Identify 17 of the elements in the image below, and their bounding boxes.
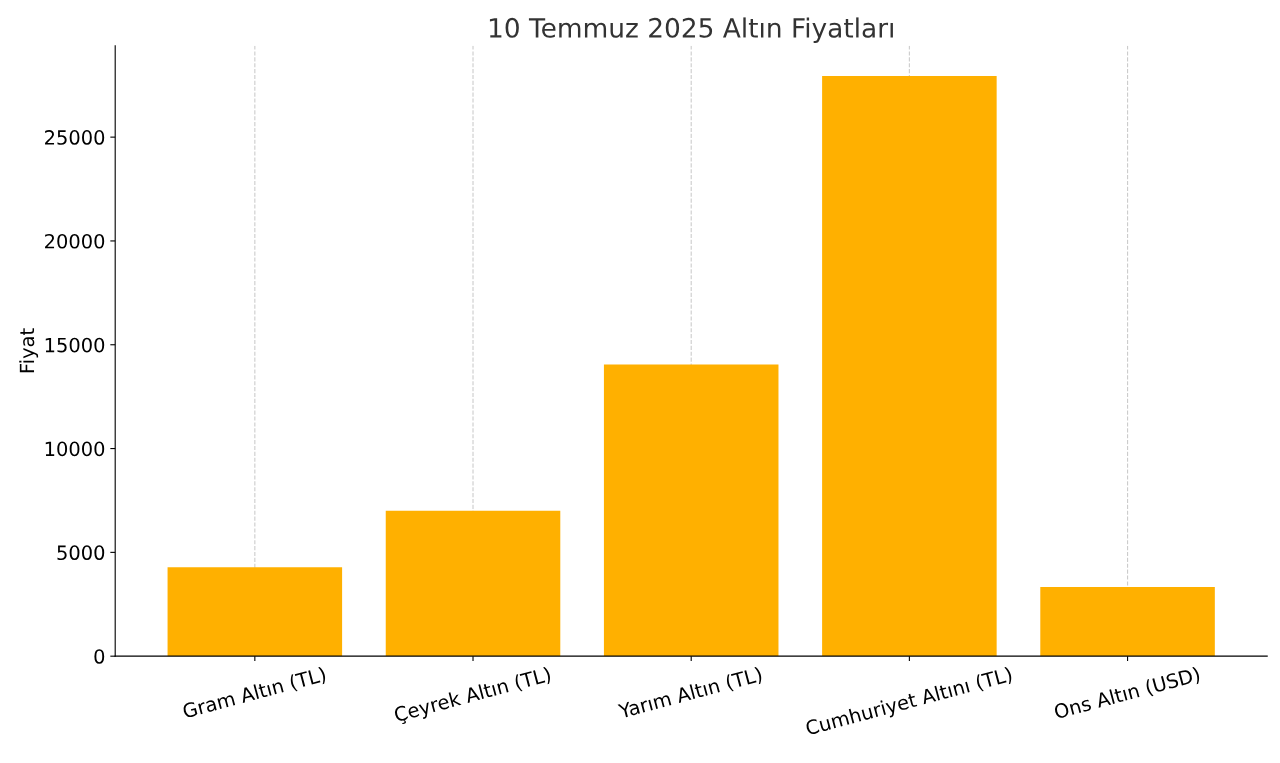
bar bbox=[167, 567, 343, 657]
chart-title: 10 Temmuz 2025 Altın Fiyatları bbox=[489, 17, 893, 43]
bar bbox=[1040, 587, 1215, 657]
y-tick-label: 10000 bbox=[45, 441, 105, 457]
x-tick-label: Ons Altın (USD) bbox=[1053, 666, 1201, 722]
x-tick-label: Yarım Altın (TL) bbox=[617, 666, 763, 721]
bar bbox=[822, 75, 997, 657]
y-tick-label: 5000 bbox=[57, 545, 105, 561]
bar bbox=[385, 510, 561, 657]
x-tick-label: Gram Altın (TL) bbox=[181, 666, 327, 721]
y-tick-label: 0 bbox=[94, 649, 105, 664]
y-tick-label: 20000 bbox=[45, 233, 105, 249]
y-axis-title: Fiyat bbox=[19, 328, 39, 373]
y-tick-label: 25000 bbox=[45, 130, 105, 145]
y-tick-label: 15000 bbox=[45, 337, 105, 353]
x-tick-label: Çeyrek Altın (TL) bbox=[393, 666, 553, 726]
bar bbox=[603, 364, 779, 657]
